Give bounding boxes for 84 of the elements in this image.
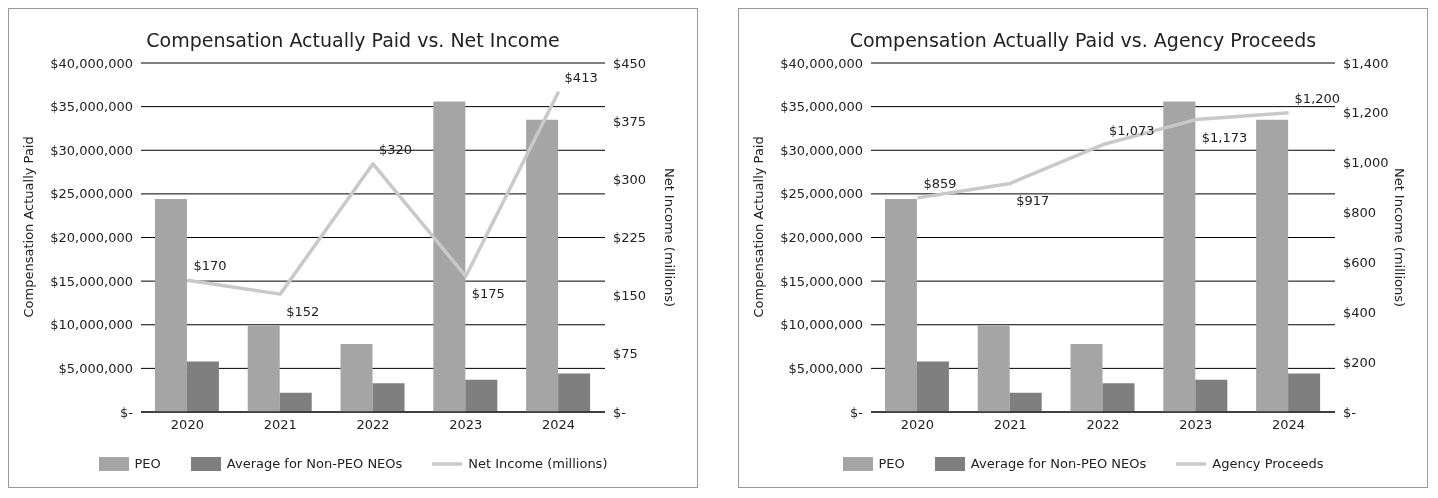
y-axis-title: Compensation Actually Paid <box>750 136 766 318</box>
bar <box>1195 379 1228 412</box>
bar <box>1256 119 1289 412</box>
data-label: $413 <box>564 69 598 85</box>
y-tick-label: $5,000,000 <box>788 360 863 376</box>
y2-tick-label: $75 <box>613 346 638 362</box>
bar <box>1163 101 1196 412</box>
bar <box>884 199 917 412</box>
y2-tick-label: $1,000 <box>1343 155 1389 171</box>
bar <box>1009 392 1042 412</box>
y-tick-label: $20,000,000 <box>50 230 133 246</box>
legend-label: PEO <box>133 456 161 471</box>
data-label: $1,173 <box>1201 129 1248 145</box>
bar <box>916 361 949 412</box>
x-tick-label: 2024 <box>542 417 576 433</box>
y2-tick-label: $600 <box>1343 255 1377 271</box>
x-tick-label: 2023 <box>1179 417 1213 433</box>
y2-tick-label: $- <box>1343 404 1357 420</box>
x-tick-label: 2024 <box>1272 417 1306 433</box>
bar <box>154 199 187 412</box>
y2-tick-label: $800 <box>1343 205 1377 221</box>
y-tick-label: $15,000,000 <box>50 273 133 289</box>
y-tick-label: $10,000,000 <box>50 317 133 333</box>
bar <box>433 101 466 412</box>
y-tick-label: $25,000,000 <box>50 186 133 202</box>
legend-label: Average for Non-PEO NEOs <box>225 456 403 471</box>
bar <box>1070 343 1103 412</box>
y2-tick-label: $- <box>613 404 627 420</box>
y-tick-label: $- <box>850 404 864 420</box>
data-label: $175 <box>471 286 505 302</box>
y-tick-label: $40,000,000 <box>50 55 133 71</box>
legend-label: PEO <box>877 456 905 471</box>
y2-tick-label: $450 <box>613 55 647 71</box>
bar <box>340 343 373 412</box>
y-tick-label: $15,000,000 <box>780 273 863 289</box>
bar <box>279 392 312 412</box>
y-axis-title: Compensation Actually Paid <box>20 136 36 318</box>
y-tick-label: $30,000,000 <box>780 142 863 158</box>
y2-tick-label: $300 <box>613 171 647 187</box>
y-tick-label: $10,000,000 <box>780 317 863 333</box>
x-tick-label: 2023 <box>449 417 483 433</box>
y-tick-label: $25,000,000 <box>780 186 863 202</box>
chart-title: Compensation Actually Paid vs. Agency Proceeds <box>848 29 1318 51</box>
x-tick-label: 2022 <box>1086 417 1120 433</box>
data-label: $859 <box>923 175 957 191</box>
data-label: $1,200 <box>1294 90 1341 106</box>
y-tick-label: $35,000,000 <box>780 99 863 115</box>
y2-tick-label: $150 <box>613 288 647 304</box>
y-tick-label: $30,000,000 <box>50 142 133 158</box>
y2-tick-label: $1,400 <box>1343 55 1389 71</box>
bar <box>465 379 498 412</box>
x-tick-label: 2021 <box>993 417 1027 433</box>
data-label: $170 <box>193 258 227 274</box>
bar <box>977 325 1010 412</box>
y-tick-label: $35,000,000 <box>50 99 133 115</box>
y2-tick-label: $400 <box>1343 304 1377 320</box>
bar <box>247 325 280 412</box>
y2-tick-label: $225 <box>613 230 647 246</box>
y2-tick-label: $375 <box>613 113 647 129</box>
bar <box>372 383 405 412</box>
y-tick-label: $5,000,000 <box>58 360 133 376</box>
y2-axis-title: Net Income (millions) <box>662 167 678 308</box>
x-tick-label: 2022 <box>356 417 390 433</box>
legend-label: Average for Non-PEO NEOs <box>969 456 1147 471</box>
data-label: $917 <box>1016 193 1050 209</box>
legend-label: Agency Proceeds <box>1211 456 1324 471</box>
y-tick-label: $40,000,000 <box>780 55 863 71</box>
chart-title: Compensation Actually Paid vs. Net Income <box>145 29 561 51</box>
y-tick-label: $20,000,000 <box>780 230 863 246</box>
x-tick-label: 2020 <box>900 417 934 433</box>
bar <box>526 119 559 412</box>
y2-tick-label: $200 <box>1343 354 1377 370</box>
data-label: $1,073 <box>1109 122 1155 138</box>
bar <box>1288 373 1321 412</box>
y2-axis-title: Net Income (millions) <box>1392 167 1408 308</box>
bar <box>558 373 591 412</box>
x-tick-label: 2020 <box>170 417 204 433</box>
legend-label: Net Income (millions) <box>467 456 608 471</box>
y2-tick-label: $1,200 <box>1343 105 1389 121</box>
x-tick-label: 2021 <box>263 417 297 433</box>
bar <box>1102 383 1135 412</box>
data-label: $152 <box>286 304 320 320</box>
bar <box>186 361 219 412</box>
y-tick-label: $- <box>120 404 134 420</box>
